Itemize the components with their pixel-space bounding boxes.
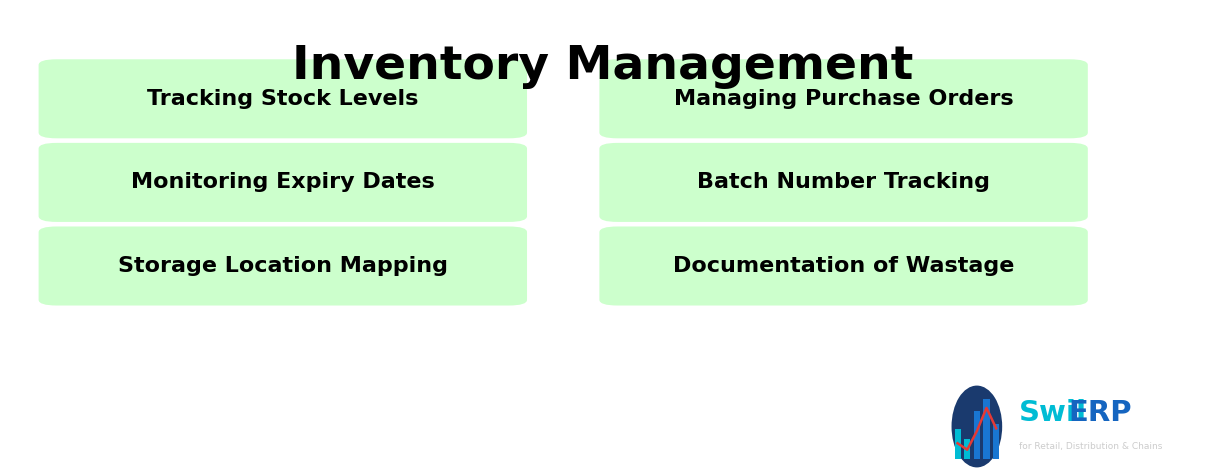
- FancyBboxPatch shape: [39, 227, 527, 306]
- Text: Documentation of Wastage: Documentation of Wastage: [673, 256, 1014, 276]
- Bar: [955, 429, 961, 459]
- Bar: [965, 438, 971, 459]
- Text: ERP: ERP: [1069, 399, 1132, 427]
- Bar: [974, 411, 980, 459]
- FancyBboxPatch shape: [599, 227, 1088, 306]
- Bar: [984, 399, 990, 459]
- Bar: [994, 424, 1000, 459]
- Text: Batch Number Tracking: Batch Number Tracking: [697, 172, 990, 193]
- Text: Storage Location Mapping: Storage Location Mapping: [118, 256, 447, 276]
- FancyBboxPatch shape: [39, 59, 527, 138]
- Text: Managing Purchase Orders: Managing Purchase Orders: [674, 89, 1013, 109]
- Ellipse shape: [952, 385, 1002, 467]
- FancyBboxPatch shape: [39, 143, 527, 222]
- Text: for Retail, Distribution & Chains: for Retail, Distribution & Chains: [1019, 442, 1163, 451]
- Text: Inventory Management: Inventory Management: [292, 44, 914, 89]
- Text: www.swindia.com: www.swindia.com: [48, 417, 258, 437]
- Text: Monitoring Expiry Dates: Monitoring Expiry Dates: [131, 172, 434, 193]
- Text: Tracking Stock Levels: Tracking Stock Levels: [147, 89, 418, 109]
- Text: Swil: Swil: [1019, 399, 1087, 427]
- FancyBboxPatch shape: [599, 143, 1088, 222]
- FancyBboxPatch shape: [599, 59, 1088, 138]
